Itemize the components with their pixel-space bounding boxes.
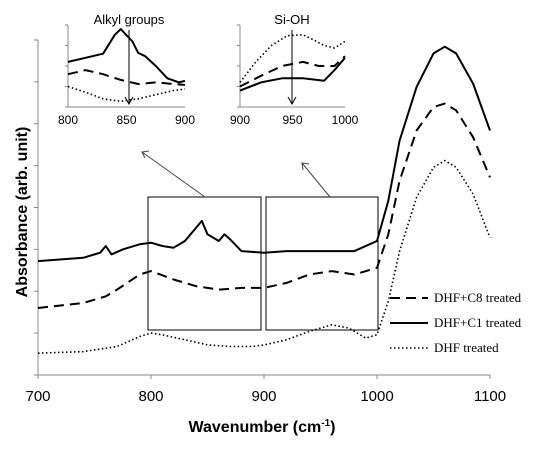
main-series-line-dhf-c1-treated	[37, 45, 491, 263]
inset-x-tick-label: 900	[230, 113, 250, 127]
y-axis-label: Absorbance (arb. unit)	[14, 127, 31, 298]
inset-sioh-ticks: 900 950 1000	[230, 24, 359, 127]
inset-x-tick-label: 1000	[332, 113, 359, 127]
legend-label: DHF+C1 treated	[434, 315, 522, 330]
inset-x-tick-label: 950	[282, 113, 302, 127]
inset-sioh: 900 950 1000 Si-OH	[230, 12, 359, 127]
inset-alkyl-series	[67, 28, 186, 103]
legend-label: DHF+C8 treated	[434, 290, 522, 305]
x-tick-label: 800	[138, 388, 163, 405]
legend: DHF+C8 treated DHF+C1 treated DHF treated	[390, 290, 522, 355]
main-series-line-dhf-treated	[37, 159, 491, 354]
inset-sioh-title: Si-OH	[274, 12, 309, 27]
legend-label: DHF treated	[434, 340, 499, 355]
sioh-inset-arrow	[301, 162, 331, 198]
x-tick-label: 1100	[474, 388, 506, 405]
inset-x-tick-label: 800	[58, 113, 78, 127]
inset-1-series-line-dhf-c8-treated	[239, 55, 346, 88]
sioh-peak-arrow	[287, 30, 297, 106]
sioh-region-box	[265, 196, 379, 331]
inset-alkyl-title: Alkyl groups	[94, 12, 165, 27]
inset-1-series-line-dhf-c1-treated	[239, 57, 346, 92]
inset-0-series-line-dhf-c1-treated	[67, 28, 186, 84]
inset-x-tick-label: 850	[116, 113, 136, 127]
inset-0-series-line-dhf-c8-treated	[67, 69, 186, 86]
x-tick-label: 1000	[360, 388, 393, 405]
alkyl-inset-arrow	[141, 150, 206, 198]
inset-sioh-series	[239, 33, 346, 92]
main-series-line-dhf-c8-treated	[37, 102, 491, 309]
inset-alkyl-ticks: 800 850 900	[58, 24, 195, 127]
y-tick-marks	[34, 39, 38, 376]
main-series	[37, 45, 491, 354]
alkyl-peak-arrow	[124, 30, 134, 106]
x-tick-label: 700	[25, 388, 50, 405]
inset-x-tick-label: 900	[175, 113, 195, 127]
inset-alkyl: 800 850 900 Alkyl groups	[58, 12, 195, 127]
x-tick-labels: 700 800 900 1000 1100	[25, 375, 506, 405]
alkyl-region-box	[147, 196, 262, 331]
x-tick-label: 900	[251, 388, 276, 405]
inset-1-series-line-dhf-treated	[239, 33, 346, 83]
x-axis-label: Wavenumber (cm-1)	[188, 418, 335, 436]
